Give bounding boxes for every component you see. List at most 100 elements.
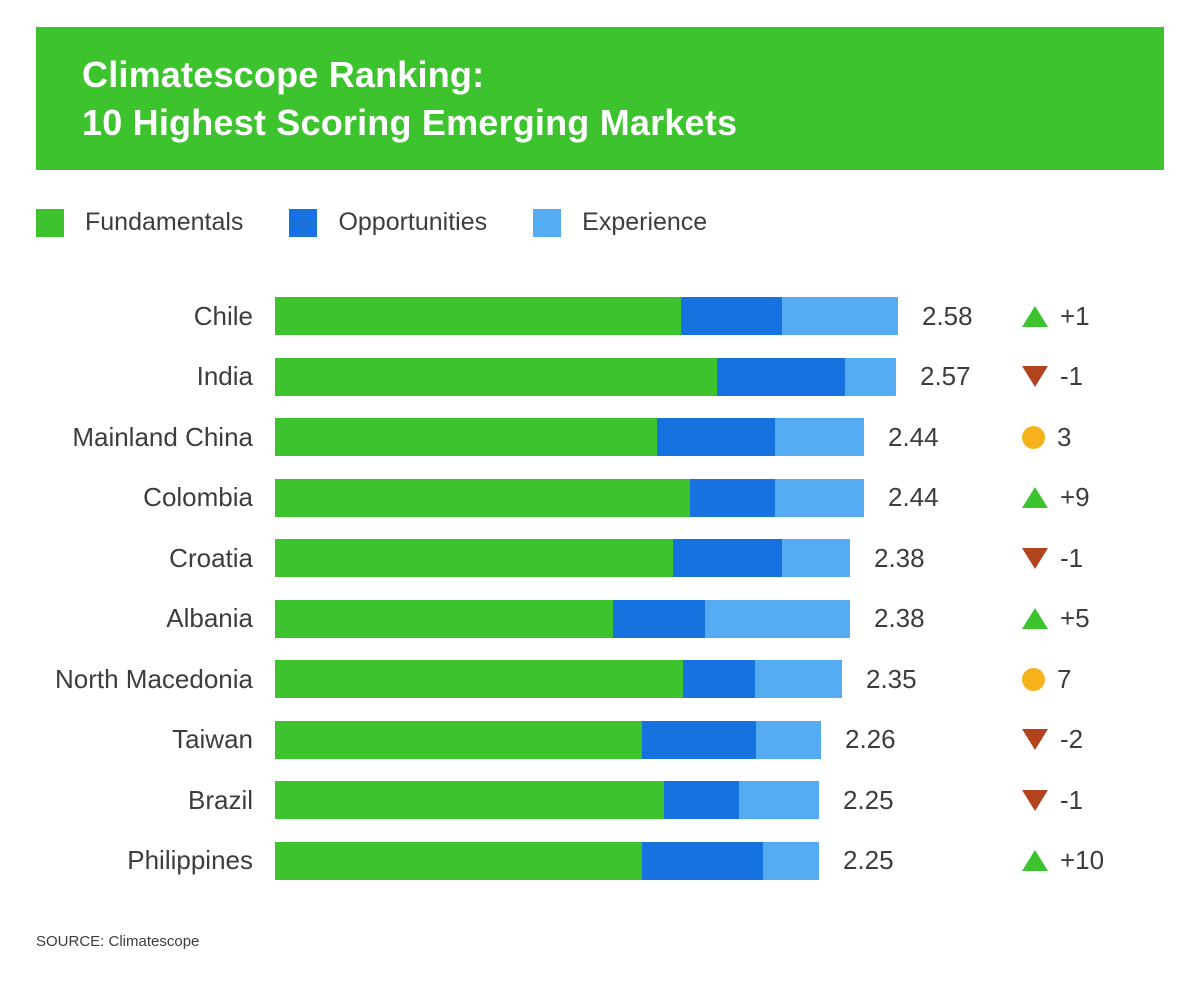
stacked-bar <box>275 781 819 820</box>
experience-segment <box>763 841 819 880</box>
opportunities-segment <box>664 781 739 820</box>
title-line-1: Climatescope Ranking: <box>82 53 485 95</box>
experience-swatch-icon <box>533 208 562 237</box>
country-label: India <box>196 361 253 392</box>
rank-steady-icon <box>1022 667 1045 691</box>
bar-chart: Chile 2.58 +1 India 2.57 -1 Mainland China 2.44… <box>36 286 1164 891</box>
country-label: Philippines <box>127 845 253 876</box>
infographic: Climatescope Ranking: 10 Highest Scoring … <box>0 27 1200 986</box>
rank-up-icon <box>1022 487 1048 509</box>
chart-row: North Macedonia 2.35 7 <box>36 649 1164 710</box>
opportunities-segment <box>673 539 782 578</box>
fundamentals-segment <box>275 418 657 457</box>
opportunities-segment <box>613 599 705 638</box>
title-line-2: 10 Highest Scoring Emerging Markets <box>82 101 738 143</box>
opportunities-segment <box>717 357 845 396</box>
legend: Fundamentals Opportunities Experience <box>36 208 1164 237</box>
opportunities-swatch-icon <box>289 208 318 237</box>
rank-change-value: +5 <box>1060 603 1090 634</box>
rank-change-value: -1 <box>1060 784 1084 815</box>
opportunities-segment <box>681 297 782 336</box>
experience-segment <box>775 478 864 517</box>
score-value: 2.38 <box>874 603 925 634</box>
stacked-bar <box>275 720 821 759</box>
fundamentals-swatch-icon <box>36 208 64 237</box>
country-label: Croatia <box>169 542 253 573</box>
chart-row: Brazil 2.25 -1 <box>36 770 1164 831</box>
score-value: 2.58 <box>922 300 973 331</box>
chart-row: Croatia 2.38 -1 <box>36 528 1164 589</box>
chart-row: Albania 2.38 +5 <box>36 589 1164 650</box>
rank-down-icon <box>1022 366 1048 388</box>
rank-down-icon <box>1022 789 1048 811</box>
rank-change-value: -1 <box>1060 361 1084 392</box>
chart-row: Chile 2.58 +1 <box>36 286 1164 347</box>
legend-label: Experience <box>582 208 708 236</box>
fundamentals-segment <box>275 599 613 638</box>
rank-change-value: +1 <box>1060 300 1090 331</box>
fundamentals-segment <box>275 297 681 336</box>
chart-row: Taiwan 2.26 -2 <box>36 710 1164 771</box>
experience-segment <box>775 418 864 457</box>
fundamentals-segment <box>275 357 717 396</box>
rank-change: 7 <box>1022 649 1071 710</box>
fundamentals-segment <box>275 539 673 578</box>
score-value: 2.35 <box>866 663 917 694</box>
fundamentals-segment <box>275 720 642 759</box>
rank-change: +1 <box>1022 286 1090 347</box>
chart-row: Colombia 2.44 +9 <box>36 468 1164 529</box>
rank-change-value: 7 <box>1057 663 1072 694</box>
rank-change: -2 <box>1022 710 1083 771</box>
score-value: 2.57 <box>920 361 971 392</box>
rank-change-value: +9 <box>1060 482 1090 513</box>
country-label: Colombia <box>143 482 253 513</box>
opportunities-segment <box>657 418 775 457</box>
chart-row: Mainland China 2.44 3 <box>36 407 1164 468</box>
rank-change: +5 <box>1022 589 1090 650</box>
experience-segment <box>755 660 842 699</box>
rank-up-icon <box>1022 305 1048 327</box>
legend-label: Opportunities <box>338 208 488 236</box>
stacked-bar <box>275 357 896 396</box>
rank-change: -1 <box>1022 347 1083 408</box>
legend-label: Fundamentals <box>85 208 244 236</box>
score-value: 2.38 <box>874 542 925 573</box>
stacked-bar <box>275 297 898 336</box>
experience-segment <box>705 599 850 638</box>
score-value: 2.25 <box>843 784 894 815</box>
experience-segment <box>739 781 819 820</box>
experience-segment <box>845 357 896 396</box>
country-label: Mainland China <box>72 421 253 452</box>
stacked-bar <box>275 660 842 699</box>
rank-change-value: 3 <box>1057 421 1072 452</box>
country-label: Chile <box>193 300 253 331</box>
legend-item-opportunities: Opportunities <box>289 208 487 237</box>
stacked-bar <box>275 599 850 638</box>
rank-change-value: -2 <box>1060 724 1084 755</box>
page-title: Climatescope Ranking: 10 Highest Scoring … <box>82 51 737 146</box>
rank-down-icon <box>1022 729 1048 751</box>
chart-row: India 2.57 -1 <box>36 347 1164 408</box>
fundamentals-segment <box>275 478 690 517</box>
stacked-bar <box>275 478 864 517</box>
country-label: Taiwan <box>172 724 253 755</box>
rank-down-icon <box>1022 547 1048 569</box>
rank-change: +10 <box>1022 831 1104 892</box>
country-label: Albania <box>166 603 253 634</box>
fundamentals-segment <box>275 660 683 699</box>
country-label: North Macedonia <box>55 663 253 694</box>
score-value: 2.26 <box>845 724 896 755</box>
chart-row: Philippines 2.25 +10 <box>36 831 1164 892</box>
score-value: 2.25 <box>843 845 894 876</box>
rank-steady-icon <box>1022 425 1045 449</box>
rank-change: +9 <box>1022 468 1090 529</box>
country-label: Brazil <box>187 784 253 815</box>
rank-change: 3 <box>1022 407 1071 468</box>
score-value: 2.44 <box>888 482 939 513</box>
header-banner: Climatescope Ranking: 10 Highest Scoring … <box>36 27 1164 170</box>
stacked-bar <box>275 539 850 578</box>
rank-change-value: +10 <box>1060 845 1105 876</box>
stacked-bar <box>275 841 819 880</box>
rank-up-icon <box>1022 850 1048 872</box>
rank-up-icon <box>1022 608 1048 630</box>
